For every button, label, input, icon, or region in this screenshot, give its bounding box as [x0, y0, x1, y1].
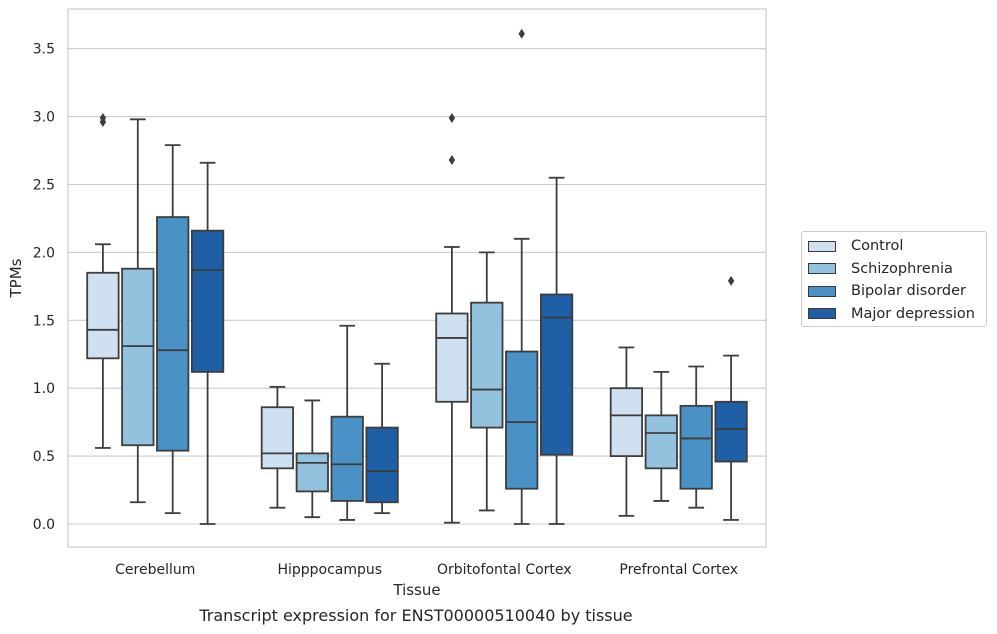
box-control	[260, 385, 295, 509]
x-tick-label: Orbitofontal Cortex	[437, 562, 572, 578]
box-iqr	[505, 350, 539, 490]
y-tick-label: 3.0	[33, 110, 55, 126]
box-iqr	[609, 387, 644, 458]
y-tick-label: 0.0	[33, 517, 55, 533]
legend-item-schizophrenia: Schizophrenia	[808, 258, 986, 281]
box-bipolar-disorder	[505, 28, 539, 525]
box-bipolar-disorder	[156, 144, 190, 515]
legend-swatch-bipolar-disorder	[808, 285, 836, 297]
legend-label: Bipolar disorder	[851, 283, 966, 300]
x-tick-label: Hipppocampus	[277, 562, 382, 578]
outlier-point	[99, 112, 107, 123]
y-tick-label: 3.5	[33, 42, 55, 58]
x-axis-title: Tissue	[392, 581, 440, 599]
legend-swatch-control	[808, 240, 836, 252]
legend-item-control: Control	[808, 235, 986, 258]
box-bipolar-disorder	[679, 365, 713, 509]
legend-label: Major depression	[851, 305, 975, 322]
outlier-point	[448, 112, 456, 123]
plot-frame	[67, 8, 767, 548]
box-control	[609, 346, 644, 517]
box-control	[86, 112, 120, 449]
box-iqr	[260, 406, 295, 470]
box-iqr	[714, 400, 748, 463]
x-tick-label: Prefrontal Cortex	[619, 562, 738, 578]
legend-item-bipolar-disorder: Bipolar disorder	[808, 280, 986, 303]
y-axis-title: TPMs	[7, 258, 25, 298]
box-schizophrenia	[470, 251, 504, 512]
y-tick-label: 2.5	[33, 178, 55, 194]
x-tick-labels: Cerebellum Hipppocampus Orbitofontal Corte…	[115, 562, 738, 578]
box-bipolar-disorder	[330, 324, 364, 521]
box-major-depression	[190, 161, 225, 525]
box-iqr	[435, 312, 469, 403]
box-iqr	[644, 414, 678, 470]
box-major-depression	[714, 275, 748, 521]
box-major-depression	[539, 176, 574, 525]
boxes	[86, 28, 748, 525]
legend: Control Schizophrenia Bipolar disorder M…	[801, 231, 987, 327]
box-schizophrenia	[295, 399, 329, 519]
legend-label: Control	[851, 238, 904, 255]
box-iqr	[156, 216, 190, 452]
box-iqr	[190, 229, 225, 373]
legend-item-major-depression: Major depression	[808, 303, 986, 326]
legend-swatch-schizophrenia	[808, 263, 836, 275]
y-tick-label: 1.5	[33, 313, 55, 329]
box-iqr	[295, 452, 329, 493]
outlier-point	[518, 28, 525, 39]
y-tick-label: 2.0	[33, 245, 55, 261]
x-tick-label: Cerebellum	[115, 562, 195, 578]
box-control	[435, 112, 469, 524]
y-tick-label: 1.0	[33, 381, 55, 397]
outlier-point	[727, 275, 735, 286]
legend-label: Schizophrenia	[851, 260, 953, 277]
box-schizophrenia	[121, 118, 155, 504]
outlier-point	[448, 155, 456, 166]
y-tick-label: 0.5	[33, 449, 55, 465]
box-major-depression	[365, 362, 399, 515]
box-iqr	[470, 301, 504, 429]
chart-caption: Transcript expression for ENST0000051004…	[199, 606, 633, 625]
box-iqr	[330, 415, 364, 502]
box-iqr	[121, 267, 155, 447]
box-iqr	[679, 404, 713, 490]
box-iqr	[539, 293, 574, 456]
y-tick-labels: 0.0 0.5 1.0 1.5 2.0 2.5 3.0 3.5	[33, 42, 55, 533]
legend-swatch-major-depression	[808, 308, 836, 320]
box-iqr	[365, 426, 399, 504]
box-schizophrenia	[644, 371, 678, 502]
box-iqr	[86, 271, 120, 360]
